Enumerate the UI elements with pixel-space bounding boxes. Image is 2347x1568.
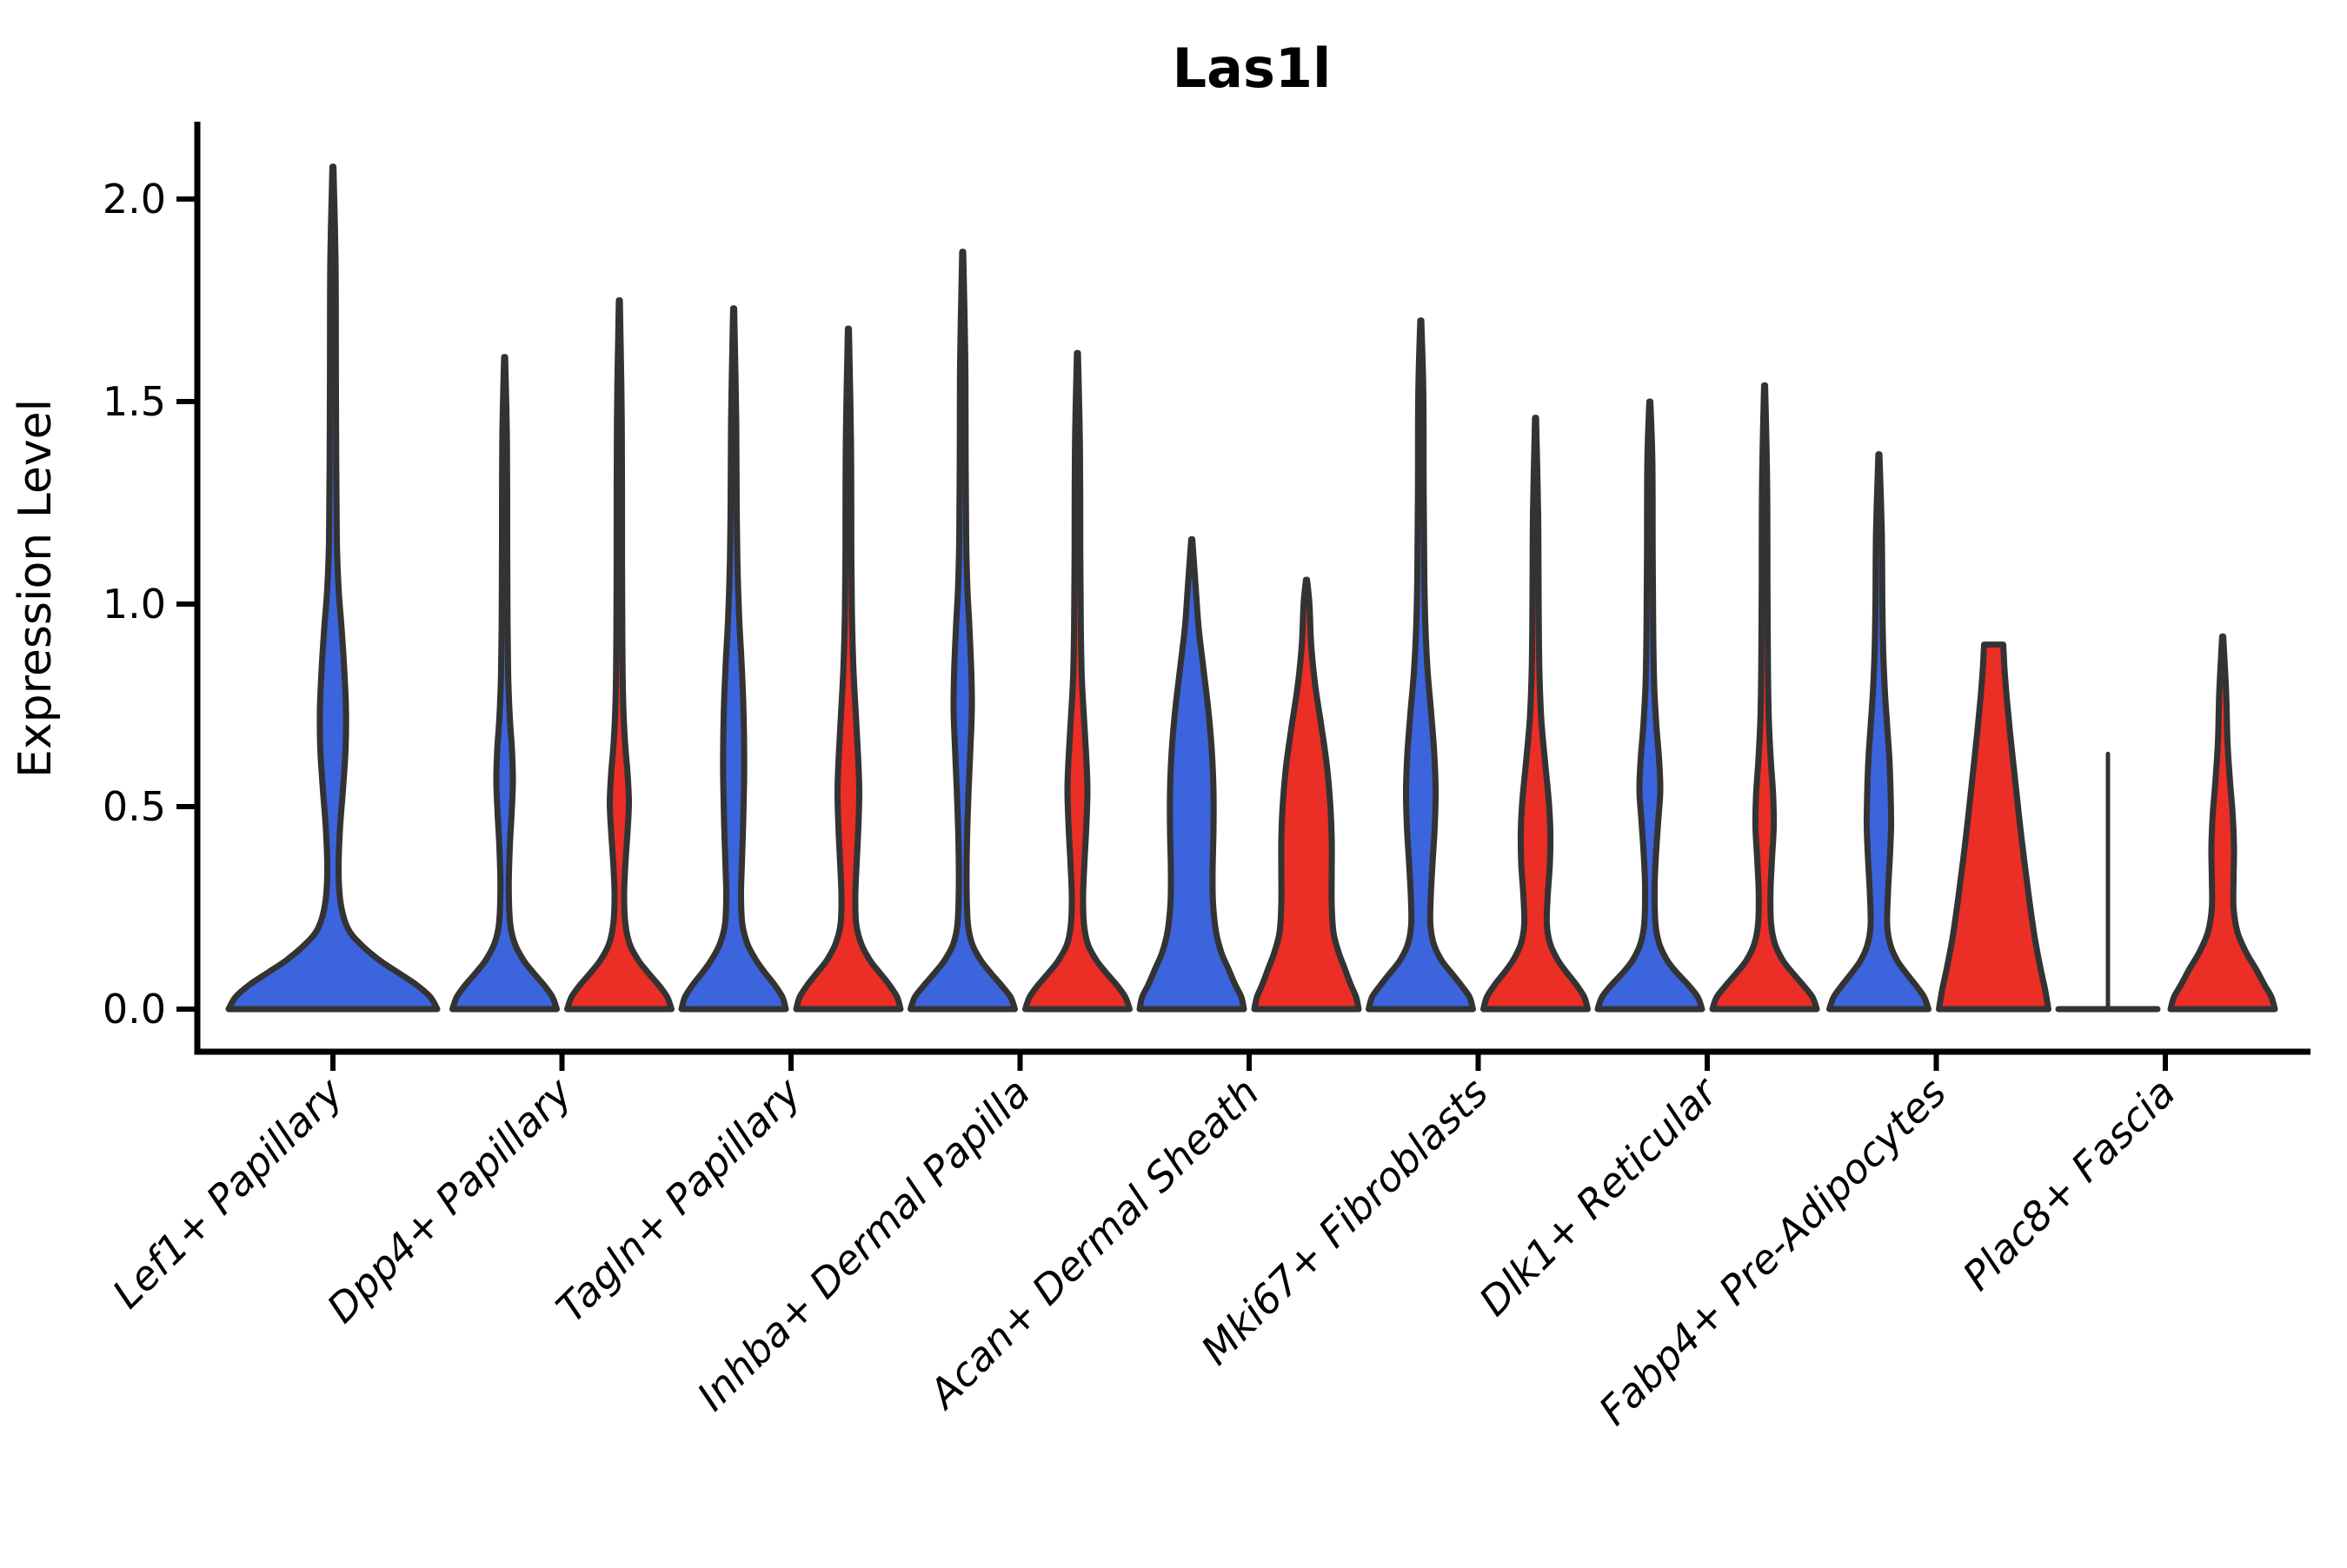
- violin-dpp4-blue: [449, 354, 560, 1013]
- violin-plac8-blue-dot: [2105, 901, 2111, 907]
- violin-fabp4-blue: [1826, 451, 1931, 1013]
- violin-plac8-blue-dot: [2105, 861, 2111, 866]
- y-axis-label: Expression Level: [10, 399, 62, 778]
- violin-plac8-blue-dot: [2105, 825, 2111, 829]
- x-tick-label: Tagln+ Papillary: [547, 1068, 810, 1332]
- violin-plac8-blue-dot: [2105, 837, 2111, 841]
- x-tick-label: Lef1+ Papillary: [103, 1068, 352, 1317]
- violin-fabp4-red: [1936, 641, 2051, 1013]
- violin-dlk1-red: [1709, 382, 1820, 1013]
- violins-layer: [225, 163, 2278, 1013]
- violin-plac8-blue-dot: [2105, 962, 2111, 967]
- y-tick-label: 0.0: [103, 986, 166, 1033]
- violin-mki67-red: [1480, 415, 1591, 1013]
- violin-plac8-blue-dot: [2105, 921, 2111, 927]
- violin-plac8-blue-dot: [2105, 942, 2111, 947]
- x-tick-label: Plac8+ Fascia: [1953, 1069, 2184, 1299]
- violin-plac8-blue-dot: [2105, 801, 2111, 805]
- x-tick-label: Dpp4+ Papillary: [318, 1068, 582, 1332]
- violin-plac8-blue-dot: [2105, 849, 2111, 854]
- violin-inhba-blue: [908, 249, 1018, 1013]
- violin-tagln-red: [793, 325, 904, 1013]
- violin-plac8-blue-dot: [2105, 886, 2111, 890]
- violin-acan-blue: [1136, 535, 1247, 1013]
- chart-title: Las1l: [1173, 37, 1332, 100]
- violin-dlk1-blue: [1594, 398, 1705, 1013]
- violin-tagln-blue: [678, 305, 789, 1013]
- violin-plac8-blue-dot: [2105, 874, 2111, 878]
- violin-inhba-red: [1022, 349, 1133, 1013]
- violin-mki67-blue: [1366, 317, 1476, 1013]
- violin-plac8-red: [2167, 633, 2278, 1013]
- y-tick-label: 1.5: [103, 378, 166, 425]
- x-tick-label: Dlk1+ Reticular: [1470, 1066, 1728, 1325]
- violin-acan-red: [1251, 576, 1362, 1013]
- y-tick-label: 0.5: [103, 783, 166, 830]
- y-tick-label: 2.0: [103, 176, 166, 223]
- y-tick-label: 1.0: [103, 581, 166, 628]
- violin-lef1-blue: [225, 163, 441, 1013]
- violin-dpp4-red: [564, 297, 675, 1013]
- violin-plac8-blue-dot: [2105, 813, 2111, 817]
